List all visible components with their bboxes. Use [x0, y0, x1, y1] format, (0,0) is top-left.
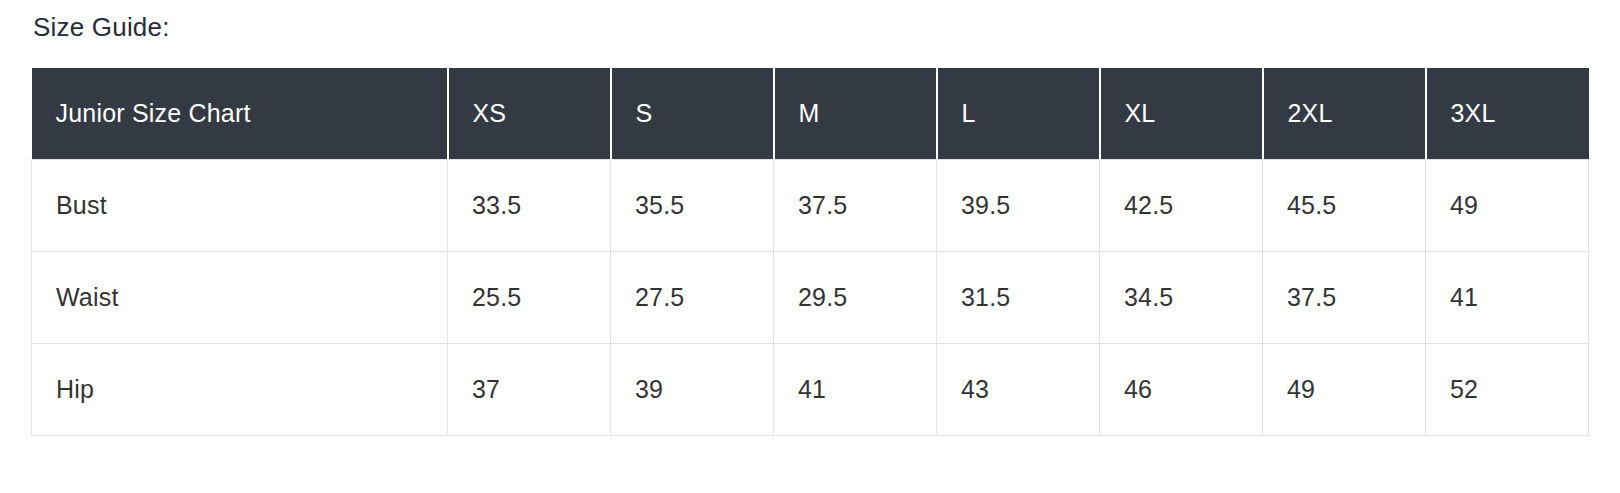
- size-value-bust-m: 37.5: [774, 159, 937, 251]
- size-value-waist-xl: 34.5: [1100, 251, 1263, 343]
- size-row-bust: Bust33.535.537.539.542.545.549: [32, 159, 1589, 251]
- column-header-l: L: [937, 68, 1100, 159]
- size-chart-body: Bust33.535.537.539.542.545.549Waist25.52…: [32, 159, 1589, 435]
- column-header-m: M: [774, 68, 937, 159]
- size-value-bust-l: 39.5: [937, 159, 1100, 251]
- row-label-bust: Bust: [32, 159, 448, 251]
- size-value-hip-l: 43: [937, 343, 1100, 435]
- size-row-hip: Hip37394143464952: [32, 343, 1589, 435]
- size-value-hip-xl: 46: [1100, 343, 1263, 435]
- size-value-bust-xl: 42.5: [1100, 159, 1263, 251]
- size-value-hip-s: 39: [611, 343, 774, 435]
- size-value-bust-3xl: 49: [1426, 159, 1589, 251]
- size-value-bust-xs: 33.5: [448, 159, 611, 251]
- size-value-waist-s: 27.5: [611, 251, 774, 343]
- size-guide-section: Size Guide: Junior Size ChartXSSMLXL2XL3…: [0, 0, 1620, 436]
- size-row-waist: Waist25.527.529.531.534.537.541: [32, 251, 1589, 343]
- size-value-bust-s: 35.5: [611, 159, 774, 251]
- column-header-2xl: 2XL: [1263, 68, 1426, 159]
- size-value-waist-2xl: 37.5: [1263, 251, 1426, 343]
- column-header-s: S: [611, 68, 774, 159]
- size-value-bust-2xl: 45.5: [1263, 159, 1426, 251]
- size-chart-table: Junior Size ChartXSSMLXL2XL3XL Bust33.53…: [31, 68, 1589, 436]
- size-guide-title: Size Guide:: [33, 12, 1589, 43]
- size-value-waist-m: 29.5: [774, 251, 937, 343]
- column-header-3xl: 3XL: [1426, 68, 1589, 159]
- size-value-waist-l: 31.5: [937, 251, 1100, 343]
- column-header-junior-size-chart: Junior Size Chart: [32, 68, 448, 159]
- row-label-hip: Hip: [32, 343, 448, 435]
- size-value-hip-3xl: 52: [1426, 343, 1589, 435]
- size-value-hip-2xl: 49: [1263, 343, 1426, 435]
- column-header-xs: XS: [448, 68, 611, 159]
- size-value-hip-xs: 37: [448, 343, 611, 435]
- size-value-waist-3xl: 41: [1426, 251, 1589, 343]
- size-value-hip-m: 41: [774, 343, 937, 435]
- row-label-waist: Waist: [32, 251, 448, 343]
- size-chart-header-row: Junior Size ChartXSSMLXL2XL3XL: [32, 68, 1589, 159]
- column-header-xl: XL: [1100, 68, 1263, 159]
- size-value-waist-xs: 25.5: [448, 251, 611, 343]
